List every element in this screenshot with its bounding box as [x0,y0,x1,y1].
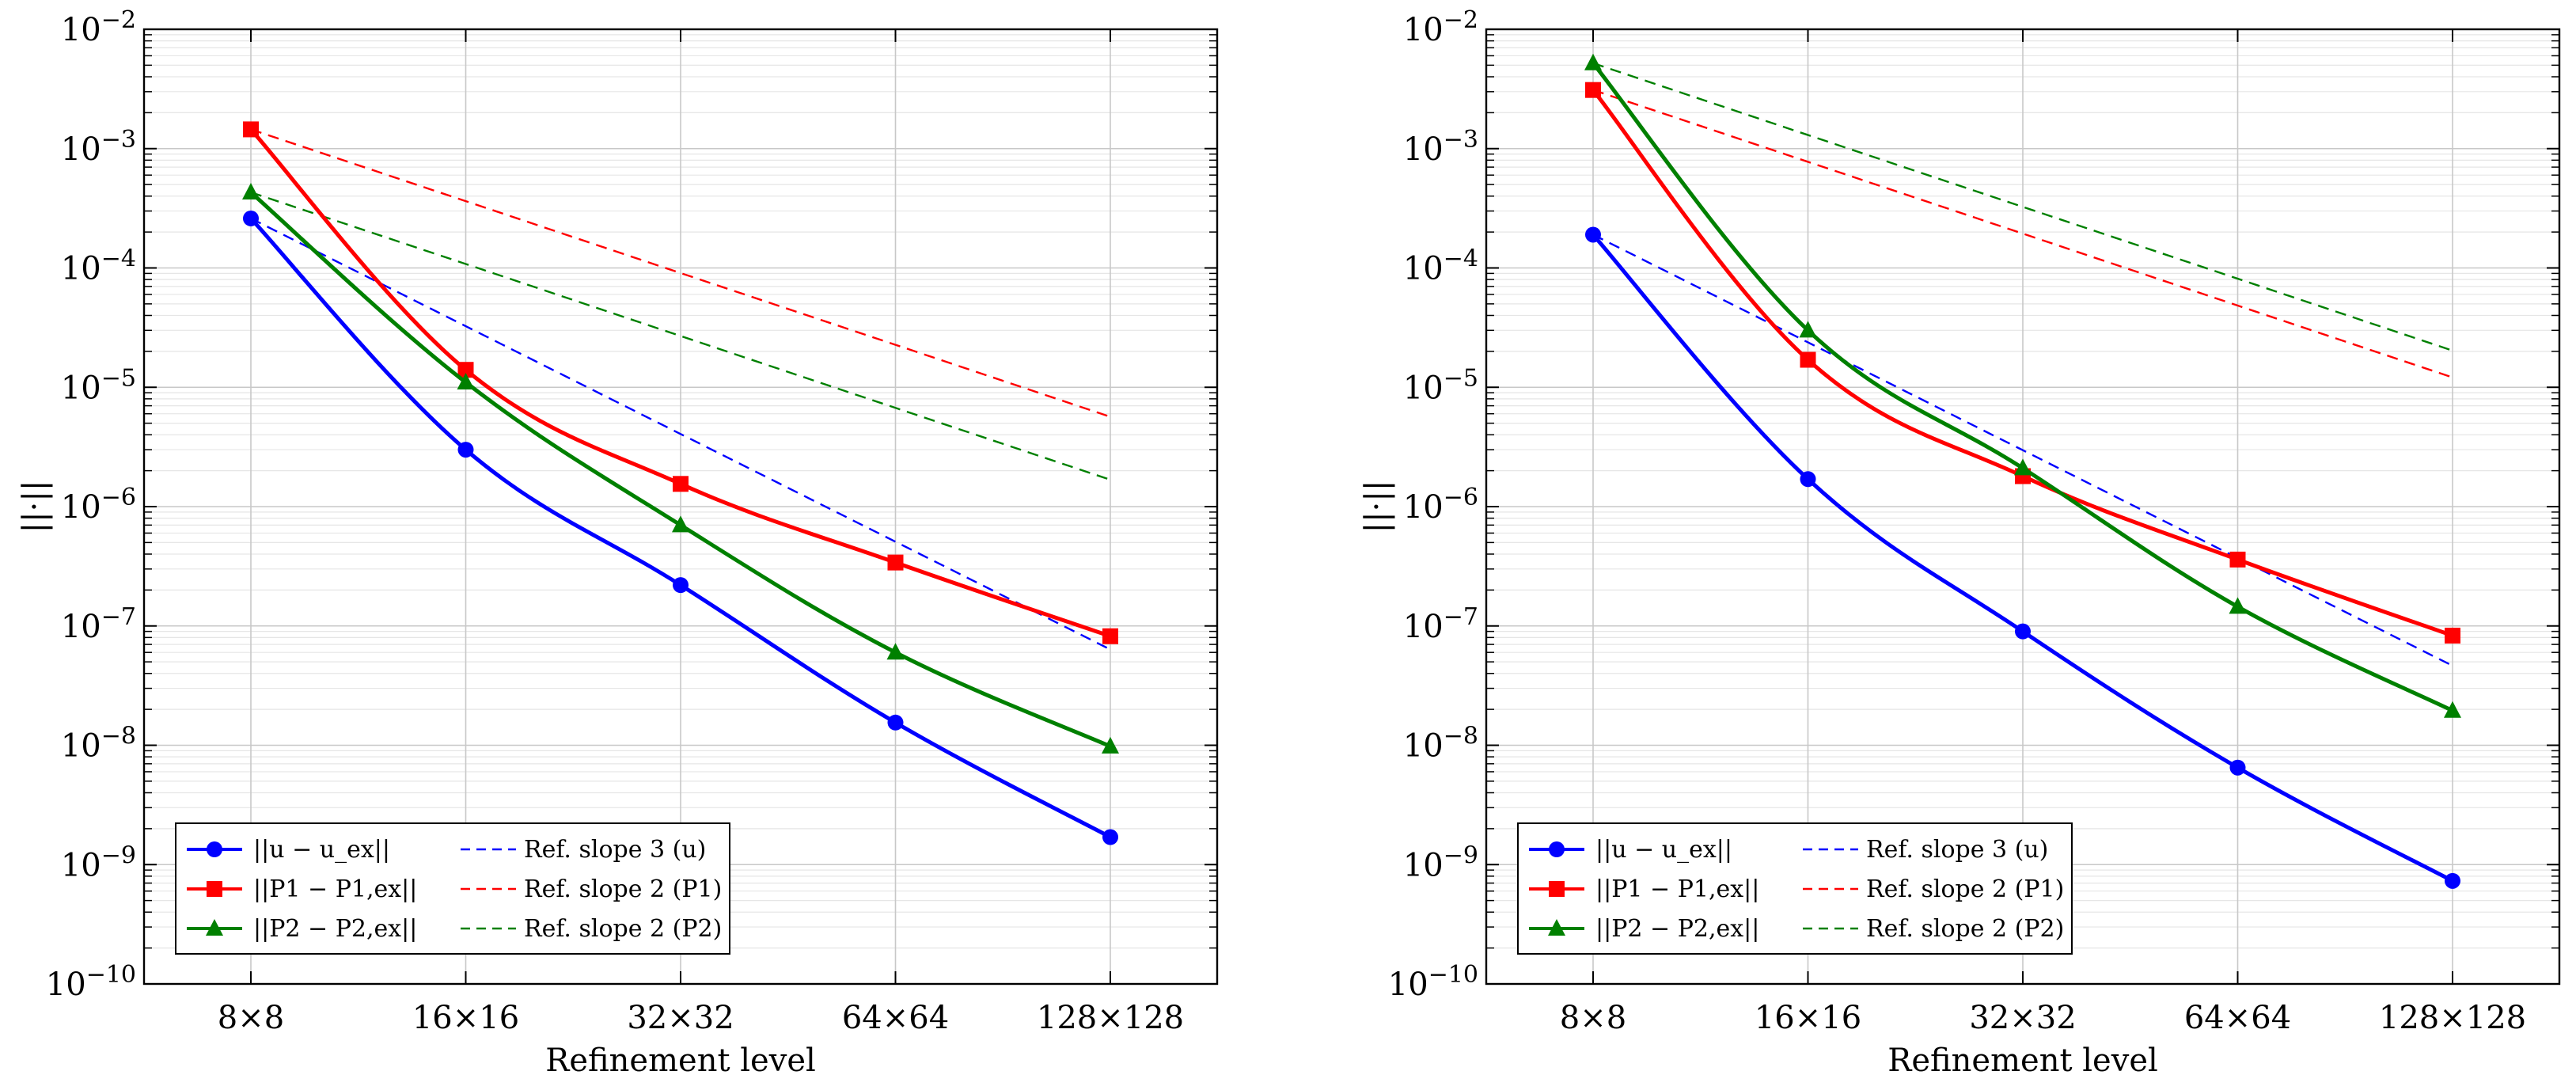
y-tick-label: 10−2 [61,6,136,48]
legend-entry: Ref. slope 2 (P2) [524,915,722,943]
y-tick-label: 10−4 [1403,245,1478,287]
data-point-circle [457,442,474,458]
ref-line-ref-slope-2-p2- [1592,62,2453,352]
chart-panel-1: 10−10 10−9 10−8 10−7 10−6 10−5 10−4 10−3 10−2 8×8… [17,6,1219,1079]
legend-box [1517,822,2073,955]
data-point-square [887,554,904,571]
legend-entry: ||u − u_ex|| [1595,836,1732,864]
data-point-triangle [1102,736,1119,754]
data-point-triangle [886,643,905,660]
legend-entry: ||u − u_ex|| [253,836,390,864]
data-point-square [1585,82,1601,98]
data-point-circle [2229,759,2246,776]
data-point-circle [243,210,259,226]
data-point-square [1102,628,1118,644]
ref-line-ref-slope-3-u- [1592,234,2453,667]
data-point-square [243,121,259,138]
legend-marker [1549,841,1565,857]
legend-marker [206,919,223,936]
data-point-circle [1102,829,1118,845]
y-tick-label: 10−3 [1403,126,1478,168]
x-tick-label: 8×8 [1560,1000,1626,1036]
data-point-circle [887,714,904,731]
ref-line-ref-slope-2-p1- [250,128,1111,418]
x-tick-label: 16×16 [1755,1000,1861,1036]
y-tick-label: 10−4 [61,245,136,287]
data-point-triangle [1584,53,1602,70]
x-tick-label: 32×32 [627,1000,734,1036]
y-tick-label: 10−9 [61,841,136,883]
y-tick-label: 10−6 [61,484,136,526]
x-tick-label: 8×8 [218,1000,284,1036]
legend-entry: Ref. slope 2 (P2) [1866,915,2064,943]
data-point-circle [673,577,689,594]
y-axis-label: ||·|| [17,480,53,534]
data-point-circle [2445,872,2460,889]
series-line-circle [1592,233,2454,883]
legend-entry: Ref. slope 2 (P1) [1866,875,2064,903]
data-point-square [457,362,474,378]
legend-marker [207,881,222,897]
legend-entry: ||P1 − P1,ex|| [253,875,417,903]
legend-marker [1548,919,1565,936]
legend-entry: Ref. slope 3 (u) [1866,836,2048,864]
y-axis-label: ||·|| [1359,480,1395,534]
legend-box [175,822,730,955]
data-point-square [673,476,689,492]
y-tick-label: 10−7 [61,603,136,645]
axes-frame [142,28,1219,986]
data-point-square [2445,627,2460,644]
y-tick-label: 10−3 [61,126,136,168]
x-tick-label: 128×128 [1037,1000,1184,1036]
x-tick-label: 32×32 [1969,1000,2076,1036]
y-tick-label: 10−8 [1403,723,1478,765]
legend-marker [1549,881,1565,897]
x-tick-label: 16×16 [412,1000,519,1036]
ref-line-ref-slope-2-p2- [250,191,1111,481]
legend-entry: Ref. slope 3 (u) [524,836,706,864]
y-tick-label: 10−8 [61,723,136,765]
x-axis-label: Refinement level [1887,1043,2158,1079]
x-tick-label: 64×64 [842,1000,949,1036]
legend-entry: ||P1 − P1,ex|| [1595,875,1759,903]
data-point-square [2229,551,2246,568]
data-point-triangle [2444,701,2461,718]
ref-line-ref-slope-3-u- [250,217,1111,651]
ref-line-ref-slope-2-p1- [1592,89,2453,378]
data-point-circle [1800,471,1816,488]
x-axis-label: Refinement level [545,1043,816,1079]
data-point-square [1800,351,1816,368]
y-tick-label: 10−10 [1388,961,1478,1003]
legend-marker [207,841,222,857]
y-tick-label: 10−7 [1403,603,1478,645]
axes-frame [1485,28,2561,986]
data-point-triangle [242,183,260,200]
legend-entry: ||P2 − P2,ex|| [253,915,417,943]
data-point-triangle [457,373,475,390]
x-tick-label: 64×64 [2184,1000,2291,1036]
series-line-square [1592,89,2453,638]
series-line-square [249,127,1111,639]
y-tick-label: 10−10 [46,961,136,1003]
y-tick-label: 10−5 [1403,364,1478,406]
data-point-circle [1585,226,1601,243]
x-tick-label: 128×128 [2379,1000,2526,1036]
data-point-triangle [2229,597,2247,614]
data-point-circle [2015,623,2031,640]
data-point-triangle [1799,321,1817,338]
legend-entry: Ref. slope 2 (P1) [524,875,722,903]
legend-entry: ||P2 − P2,ex|| [1595,915,1759,943]
data-point-triangle [672,515,689,533]
y-tick-label: 10−2 [1403,6,1478,48]
series-line-triangle [1592,62,2454,713]
y-tick-label: 10−5 [61,364,136,406]
series-line-circle [249,217,1112,839]
y-tick-label: 10−6 [1403,484,1478,526]
y-tick-label: 10−9 [1403,841,1478,883]
chart-panel-2: 10−10 10−9 10−8 10−7 10−6 10−5 10−4 10−3 10−2 8×8… [1359,6,2561,1079]
data-point-triangle [2014,458,2032,476]
series-line-triangle [249,191,1112,749]
